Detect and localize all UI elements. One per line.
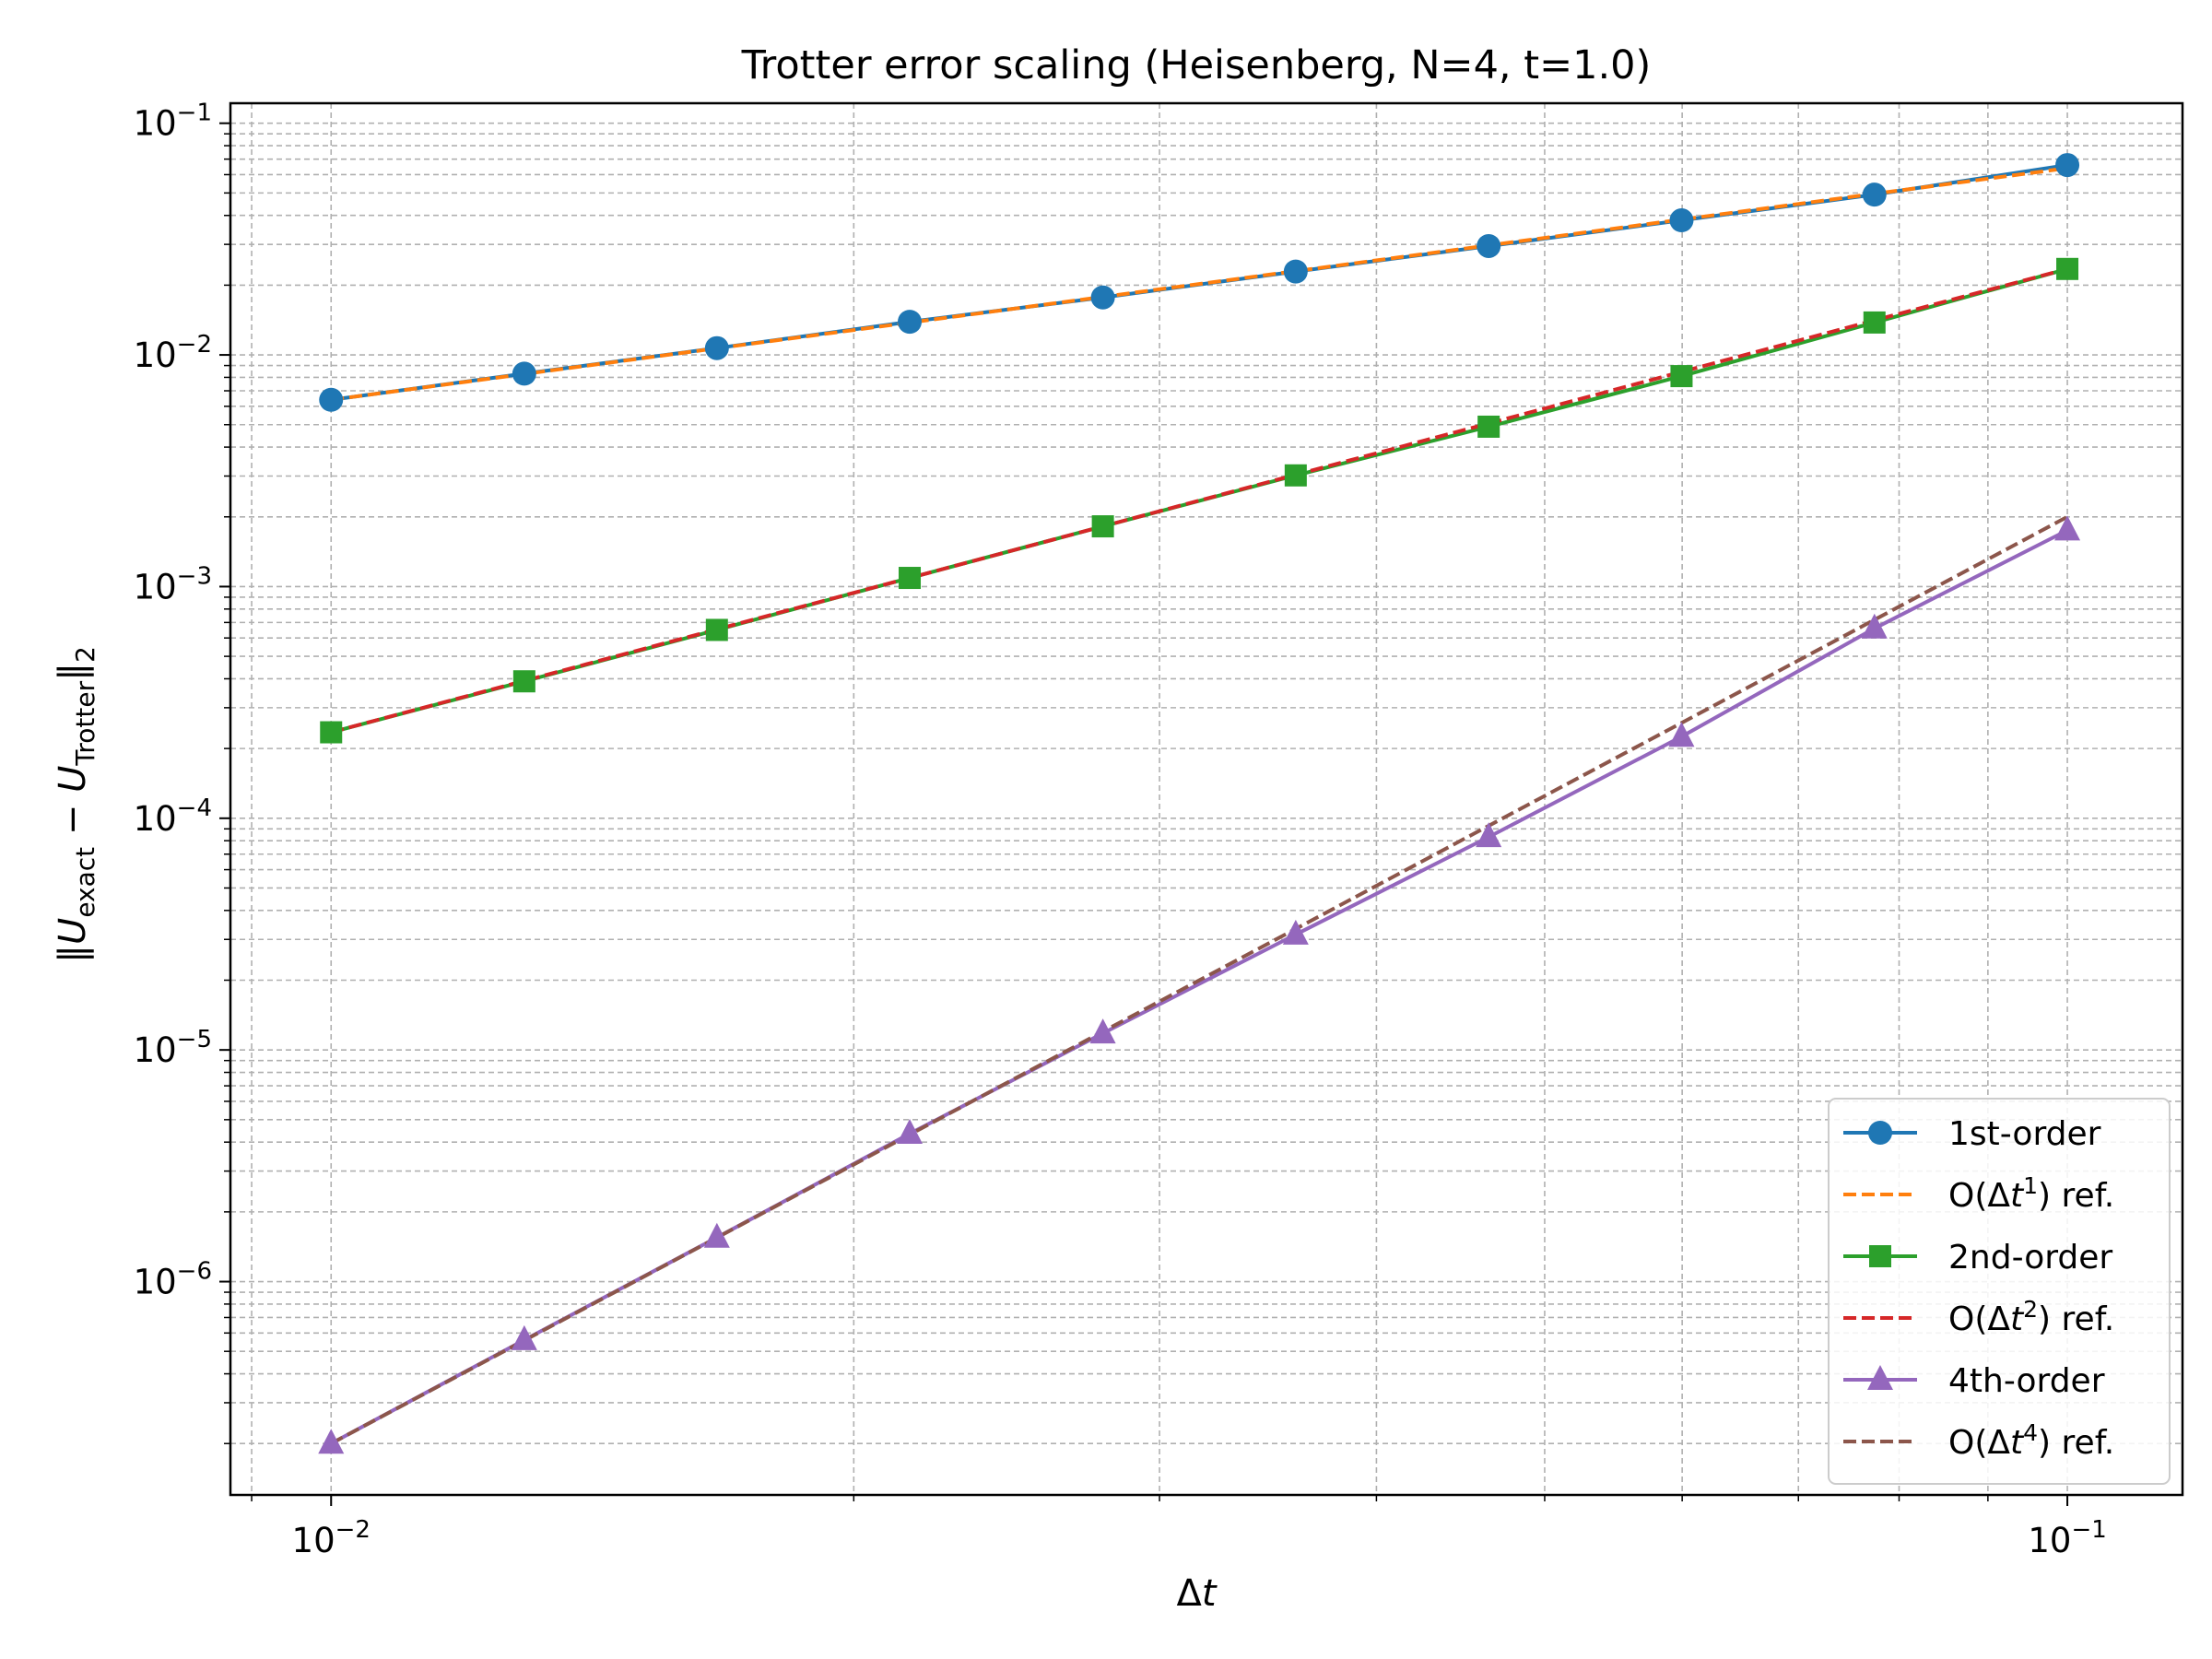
x-axis-ticks: 10−2 10−1 (251, 1495, 2107, 1560)
data-point-0-8 (1862, 182, 1887, 207)
y-axis-ticks: 10−6 10−5 10−4 10−3 10−2 10−1 (134, 100, 230, 1444)
series-line-3 (330, 266, 2068, 735)
data-point-2-7 (1670, 365, 1693, 388)
legend-label-5: O(Δt4) ref. (1948, 1419, 2114, 1462)
series-line-5 (330, 515, 2068, 1445)
data-point-4-4 (1089, 1018, 1116, 1044)
legend-label-0: 1st-order (1948, 1115, 2101, 1153)
data-point-0-3 (898, 310, 923, 335)
plot-area-frame (229, 101, 2184, 1497)
data-point-0-1 (512, 361, 536, 386)
legend-box (1828, 1098, 2171, 1485)
x-axis-label: Δt (1176, 1572, 1217, 1615)
legend-label-1: O(Δt1) ref. (1948, 1172, 2114, 1215)
data-point-0-6 (1477, 233, 1501, 258)
data-point-2-1 (512, 670, 535, 693)
data-point-2-9 (2056, 257, 2079, 280)
y-tick-label: 10−5 (134, 1026, 212, 1070)
data-point-4-2 (703, 1222, 730, 1248)
data-point-2-8 (1863, 311, 1886, 334)
plot-series (330, 163, 2068, 1445)
y-tick-label: 10−3 (134, 562, 212, 606)
data-point-2-2 (705, 618, 728, 641)
data-point-0-9 (2055, 153, 2080, 178)
data-point-2-5 (1284, 464, 1307, 487)
y-tick-label: 10−4 (134, 794, 212, 839)
data-point-4-9 (2054, 515, 2081, 541)
legend: 1st-order O(Δt1) ref. 2nd-order O(Δt2) ref.… (1828, 1098, 2171, 1485)
plot-markers (318, 153, 2081, 1454)
legend-marker-0 (1868, 1121, 1892, 1145)
legend-label-2: 2nd-order (1948, 1239, 2112, 1277)
data-point-0-5 (1283, 259, 1308, 284)
chart-title: Trotter error scaling (Heisenberg, N=4, … (741, 42, 1652, 88)
data-point-2-4 (1091, 515, 1114, 538)
data-point-4-8 (1861, 613, 1888, 639)
x-tick-label: 10−2 (292, 1516, 371, 1560)
data-point-0-2 (704, 335, 729, 360)
x-tick-label: 10−1 (2028, 1516, 2106, 1560)
data-point-4-1 (511, 1324, 537, 1350)
data-point-2-0 (320, 721, 343, 744)
data-point-4-0 (318, 1429, 345, 1454)
legend-marker-4 (1867, 1365, 1893, 1390)
series-line-4 (330, 528, 2068, 1445)
legend-marker-2 (1869, 1245, 1891, 1267)
y-tick-label: 10−1 (134, 100, 212, 144)
data-point-4-7 (1668, 722, 1695, 747)
data-point-0-4 (1090, 285, 1115, 310)
data-point-2-3 (899, 567, 922, 590)
data-point-2-6 (1477, 415, 1500, 438)
data-point-4-6 (1476, 822, 1502, 848)
y-tick-label: 10−2 (134, 331, 212, 375)
y-tick-label: 10−6 (134, 1258, 212, 1302)
data-point-4-3 (897, 1119, 924, 1145)
data-point-4-5 (1282, 919, 1309, 945)
legend-label-3: O(Δt2) ref. (1948, 1296, 2114, 1338)
data-point-0-0 (319, 387, 344, 412)
data-point-0-7 (1669, 208, 1694, 233)
legend-label-4: 4th-order (1948, 1362, 2105, 1400)
series-line-1 (330, 166, 2068, 402)
